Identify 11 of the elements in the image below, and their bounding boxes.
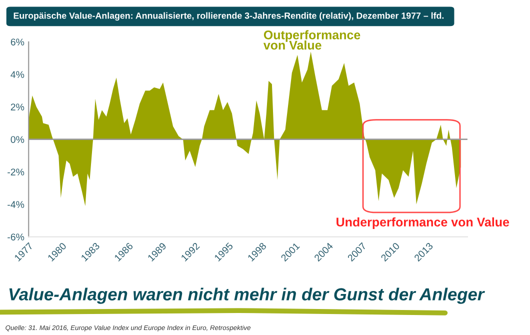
y-tick-label: 0%	[10, 136, 24, 143]
y-tick-label: -6%	[8, 234, 24, 240]
y-tick-label: -2%	[8, 168, 24, 176]
y-tick-label: -4%	[8, 201, 24, 208]
annotation: Underperformance von Value	[336, 217, 510, 229]
chart-title: Europäische Value-Anlagen: Annualisierte, rollierende 3-Jahres-Rendite (relativ), Dezember 1977 – lfd.	[14, 12, 444, 21]
text: Value-Anlagen waren nicht mehr in der Gunst der Anleger	[9, 288, 485, 304]
annotation: Outperformance von Value	[263, 30, 360, 50]
y-tick-label: 4%	[10, 71, 24, 78]
y-tick-label: 6%	[10, 38, 24, 46]
y-tick-label: 2%	[10, 104, 24, 110]
